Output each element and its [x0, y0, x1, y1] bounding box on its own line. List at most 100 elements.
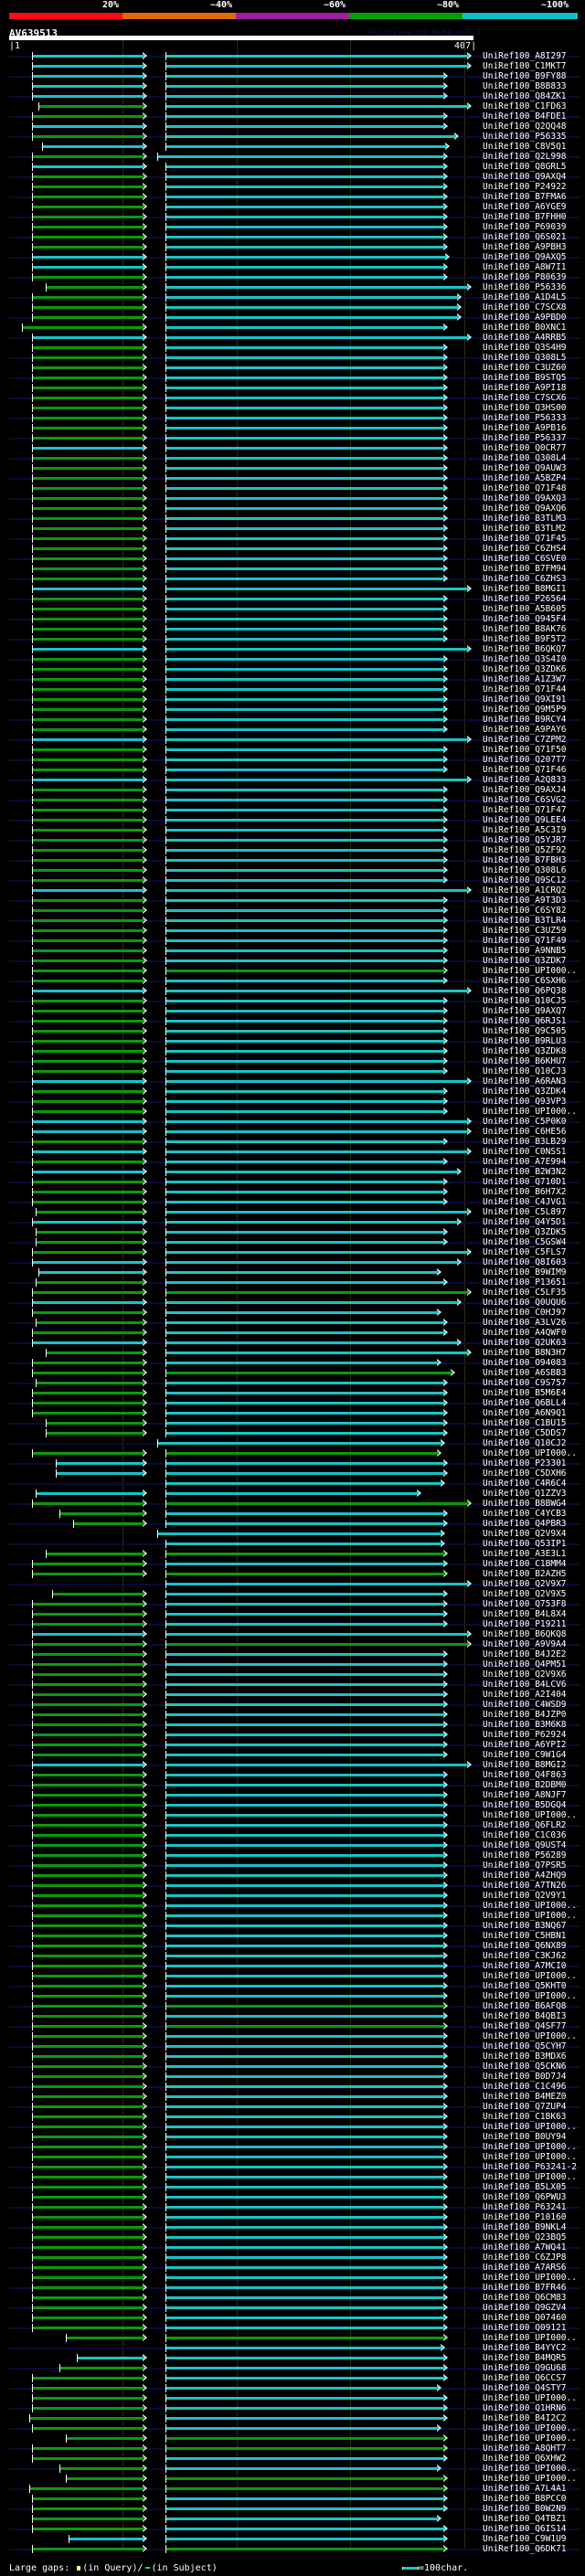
alignment-row[interactable]: UniRef100_A5B605	[0, 604, 585, 614]
alignment-row[interactable]: UniRef100_P63241	[0, 2202, 585, 2212]
alignment-row[interactable]: UniRef100_C5GSW4	[0, 1237, 585, 1247]
alignment-row[interactable]: UniRef100_B3TLR4	[0, 916, 585, 926]
subject-label[interactable]: UniRef100_P24922	[483, 182, 567, 192]
alignment-row[interactable]: UniRef100_UPI000..	[0, 2031, 585, 2041]
alignment-row[interactable]: UniRef100_UPI000..	[0, 966, 585, 976]
alignment-row[interactable]: UniRef100_A9PB16	[0, 423, 585, 433]
alignment-row[interactable]: UniRef100_B9WIM9	[0, 1267, 585, 1277]
alignment-row[interactable]: UniRef100_Q5CYH7	[0, 2041, 585, 2051]
subject-label[interactable]: UniRef100_Q1HRN6	[483, 2403, 567, 2413]
subject-label[interactable]: UniRef100_A6RAN3	[483, 1076, 567, 1087]
alignment-row[interactable]: UniRef100_UPI000..	[0, 2423, 585, 2433]
alignment-row[interactable]: UniRef100_C7SCX6	[0, 393, 585, 403]
alignment-row[interactable]: UniRef100_UPI000..	[0, 2333, 585, 2343]
subject-label[interactable]: UniRef100_A7TN26	[483, 1881, 567, 1891]
alignment-row[interactable]: UniRef100_C1C496	[0, 2082, 585, 2092]
subject-label[interactable]: UniRef100_C5L897	[483, 1207, 567, 1217]
subject-label[interactable]: UniRef100_A9V9A4	[483, 1639, 567, 1649]
subject-label[interactable]: UniRef100_B3TLM2	[483, 524, 567, 534]
subject-label[interactable]: UniRef100_Q8GRL5	[483, 162, 567, 172]
alignment-row[interactable]: UniRef100_A6YGE9	[0, 202, 585, 212]
alignment-row[interactable]: UniRef100_B4LCV6	[0, 1680, 585, 1690]
subject-label[interactable]: UniRef100_C9S757	[483, 1378, 567, 1388]
subject-label[interactable]: UniRef100_Q5CKN6	[483, 2062, 567, 2072]
alignment-row[interactable]: UniRef100_A7ARS6	[0, 2263, 585, 2273]
alignment-row[interactable]: UniRef100_Q6FLR2	[0, 1820, 585, 1830]
subject-label[interactable]: UniRef100_Q3S4I0	[483, 654, 567, 664]
subject-label[interactable]: UniRef100_Q4PBR3	[483, 1519, 567, 1529]
subject-label[interactable]: UniRef100_C9W1G4	[483, 1750, 567, 1760]
subject-label[interactable]: UniRef100_UPI000..	[483, 1971, 577, 1981]
subject-label[interactable]: UniRef100_B0UY94	[483, 2132, 567, 2142]
subject-label[interactable]: UniRef100_Q1ZZV3	[483, 1489, 567, 1499]
alignment-row[interactable]: UniRef100_C8V5Q1	[0, 142, 585, 152]
subject-label[interactable]: UniRef100_Q9AXQ3	[483, 493, 567, 504]
alignment-row[interactable]: UniRef100_A9NNB5	[0, 946, 585, 956]
subject-label[interactable]: UniRef100_Q3ZDK8	[483, 1046, 567, 1056]
alignment-row[interactable]: UniRef100_Q308L6	[0, 865, 585, 875]
subject-label[interactable]: UniRef100_B9WIM9	[483, 1267, 567, 1277]
subject-label[interactable]: UniRef100_Q945F4	[483, 614, 567, 624]
subject-label[interactable]: UniRef100_B5DGQ4	[483, 1800, 567, 1810]
alignment-row[interactable]: UniRef100_C3UZ60	[0, 363, 585, 373]
subject-label[interactable]: UniRef100_Q3HS00	[483, 403, 567, 413]
subject-label[interactable]: UniRef100_UPI000..	[483, 1448, 577, 1458]
subject-label[interactable]: UniRef100_P19211	[483, 1619, 567, 1629]
subject-label[interactable]: UniRef100_Q0CR77	[483, 443, 567, 453]
subject-label[interactable]: UniRef100_A9PBD0	[483, 313, 567, 323]
alignment-row[interactable]: UniRef100_Q2QQ48	[0, 122, 585, 132]
subject-label[interactable]: UniRef100_A7ARS6	[483, 2263, 567, 2273]
alignment-row[interactable]: UniRef100_A1D4L5	[0, 292, 585, 302]
alignment-row[interactable]: UniRef100_Q9LEE4	[0, 815, 585, 825]
subject-label[interactable]: UniRef100_B7FR46	[483, 2283, 567, 2293]
alignment-row[interactable]: UniRef100_Q9SC12	[0, 875, 585, 885]
subject-label[interactable]: UniRef100_Q4PM51	[483, 1659, 567, 1670]
subject-label[interactable]: UniRef100_UPI000..	[483, 1901, 577, 1911]
alignment-row[interactable]: UniRef100_Q5CKN6	[0, 2062, 585, 2072]
subject-label[interactable]: UniRef100_C0NSS1	[483, 1147, 567, 1157]
alignment-row[interactable]: UniRef100_C1BK63	[0, 2112, 585, 2122]
alignment-row[interactable]: UniRef100_B0W2N9	[0, 2504, 585, 2514]
alignment-row[interactable]: UniRef100_P24922	[0, 182, 585, 192]
subject-label[interactable]: UniRef100_A5B605	[483, 604, 567, 614]
alignment-row[interactable]: UniRef100_B8PCC0	[0, 2494, 585, 2504]
alignment-row[interactable]: UniRef100_A1CRQ2	[0, 885, 585, 896]
subject-label[interactable]: UniRef100_C3UZ60	[483, 363, 567, 373]
subject-label[interactable]: UniRef100_C6ZHS4	[483, 544, 567, 554]
subject-label[interactable]: UniRef100_Q4F863	[483, 1770, 567, 1780]
subject-label[interactable]: UniRef100_Q6CCS7	[483, 2373, 567, 2383]
subject-label[interactable]: UniRef100_P23301	[483, 1458, 567, 1468]
subject-label[interactable]: UniRef100_B2DBM0	[483, 1780, 567, 1790]
alignment-row[interactable]: UniRef100_UPI000..	[0, 2464, 585, 2474]
alignment-row[interactable]: UniRef100_B3LB29	[0, 1137, 585, 1147]
subject-label[interactable]: UniRef100_Q71F50	[483, 745, 567, 755]
alignment-row[interactable]: UniRef100_Q9M5P9	[0, 705, 585, 715]
alignment-row[interactable]: UniRef100_Q6CCS7	[0, 2373, 585, 2383]
alignment-row[interactable]: UniRef100_B6KHU7	[0, 1056, 585, 1066]
alignment-row[interactable]: UniRef100_P10160	[0, 2212, 585, 2222]
subject-label[interactable]: UniRef100_A6N9Q1	[483, 1408, 567, 1418]
alignment-row[interactable]: UniRef100_Q53IP1	[0, 1539, 585, 1549]
alignment-row[interactable]: UniRef100_Q6XHW2	[0, 2454, 585, 2464]
alignment-row[interactable]: UniRef100_C5FLS7	[0, 1247, 585, 1257]
subject-label[interactable]: UniRef100_B6KHU7	[483, 1056, 567, 1066]
alignment-row[interactable]: UniRef100_B0D7J4	[0, 2072, 585, 2082]
alignment-row[interactable]: UniRef100_A9PBH3	[0, 242, 585, 252]
alignment-row[interactable]: UniRef100_A7TN26	[0, 1881, 585, 1891]
alignment-row[interactable]: UniRef100_C7SCX8	[0, 302, 585, 313]
subject-label[interactable]: UniRef100_P80639	[483, 272, 567, 282]
alignment-row[interactable]: UniRef100_Q3S4I0	[0, 654, 585, 664]
subject-label[interactable]: UniRef100_C1C036	[483, 1830, 567, 1840]
subject-label[interactable]: UniRef100_B6QKQ7	[483, 644, 567, 654]
alignment-row[interactable]: UniRef100_B7FMA6	[0, 192, 585, 202]
subject-label[interactable]: UniRef100_B7FHH0	[483, 212, 567, 222]
alignment-row[interactable]: UniRef100_B4I2C2	[0, 2413, 585, 2423]
subject-label[interactable]: UniRef100_A7WQ41	[483, 2242, 567, 2253]
subject-label[interactable]: UniRef100_Q9M5P9	[483, 705, 567, 715]
alignment-row[interactable]: UniRef100_Q3ZDK4	[0, 1087, 585, 1097]
subject-label[interactable]: UniRef100_Q2V9X4	[483, 1529, 567, 1539]
subject-label[interactable]: UniRef100_B9F5T2	[483, 634, 567, 644]
alignment-row[interactable]: UniRef100_Q71F49	[0, 936, 585, 946]
subject-label[interactable]: UniRef100_Q9AXQ7	[483, 1006, 567, 1016]
subject-label[interactable]: UniRef100_Q308L5	[483, 353, 567, 363]
